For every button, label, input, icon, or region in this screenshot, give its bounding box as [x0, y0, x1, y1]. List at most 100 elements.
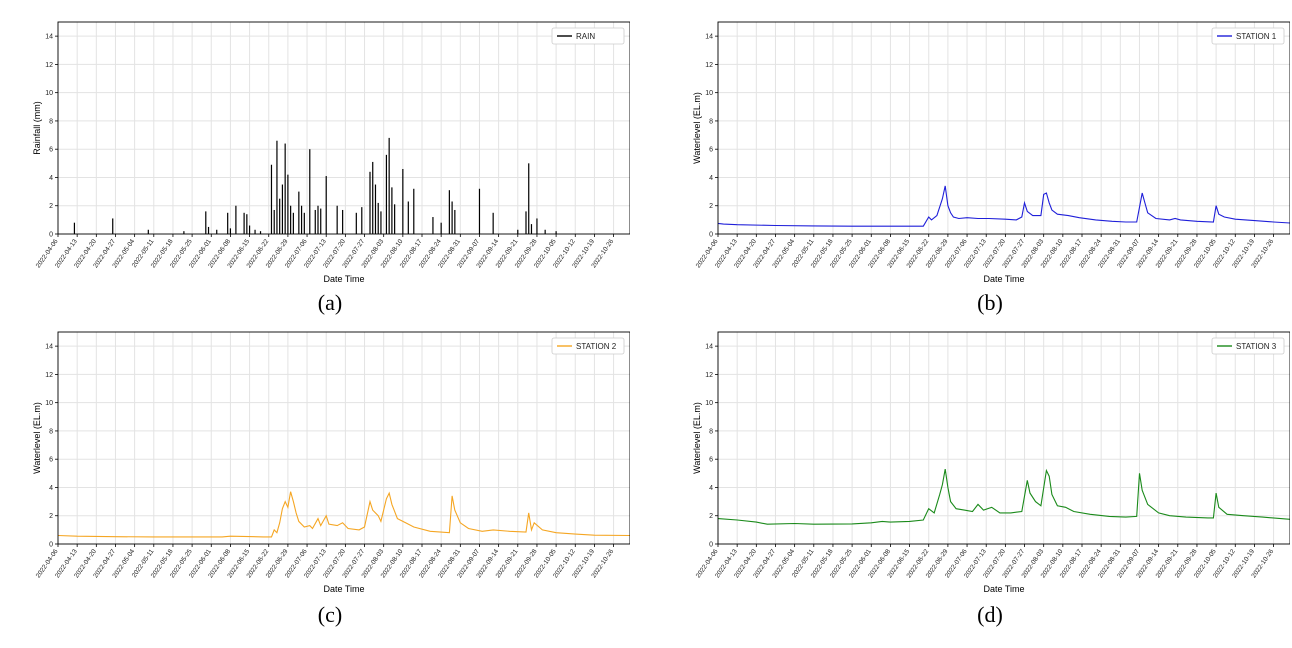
- legend-box: [551, 337, 625, 355]
- legend-box: [551, 27, 625, 45]
- y-tick-label: 10: [45, 90, 53, 97]
- y-tick-label: 10: [705, 90, 713, 97]
- rain-bar: [432, 217, 434, 234]
- legend-label: STATION 1: [1236, 32, 1277, 41]
- rainfall-chart: 024681012142022-04-062022-04-132022-04-2…: [32, 21, 630, 284]
- rain-bar: [292, 212, 294, 234]
- rain-bar: [402, 168, 404, 234]
- rain-bar: [454, 209, 456, 234]
- rain-bar: [309, 149, 311, 234]
- caption-a: (a): [317, 290, 343, 315]
- y-tick-label: 12: [705, 372, 713, 379]
- station-2-chart: 024681012142022-04-062022-04-132022-04-2…: [32, 331, 630, 594]
- caption-c: (c): [317, 602, 343, 627]
- y-tick-label: 6: [709, 147, 713, 154]
- rain-bar: [451, 201, 453, 234]
- plot-frame: [717, 331, 1290, 545]
- chart-panel-d: 0 2 4 6 8 10 12 14 2022-04-06 2022-04-13 2022-04-2…: [690, 322, 1290, 642]
- rain-bar: [372, 161, 374, 234]
- rain-bar: [227, 212, 229, 234]
- y-tick-label: 8: [709, 428, 713, 435]
- rain-bar: [355, 212, 357, 234]
- rain-bar: [298, 191, 300, 234]
- rain-bar: [385, 154, 388, 234]
- rain-bar: [229, 228, 232, 234]
- rain-bar: [235, 205, 237, 234]
- rain-bar: [394, 204, 396, 234]
- y-tick-label: 0: [709, 542, 713, 549]
- rain-bar: [207, 226, 210, 234]
- y-tick-label: 14: [45, 34, 53, 41]
- rain-bar: [216, 229, 218, 234]
- rain-bar: [279, 198, 281, 234]
- x-axis-label: Date Time: [983, 584, 1024, 594]
- y-tick-label: 2: [49, 203, 53, 210]
- rain-bar: [281, 184, 284, 234]
- y-tick-label: 2: [49, 513, 53, 520]
- legend-box: [1211, 27, 1285, 45]
- plot-frame: [717, 21, 1290, 235]
- rain-bar: [517, 229, 519, 234]
- rain-bar: [284, 143, 286, 234]
- y-tick-label: 0: [49, 542, 53, 549]
- rain-bar: [112, 218, 114, 234]
- y-axis-label: Waterlevel (EL.m): [692, 402, 702, 474]
- rain-bar: [407, 201, 409, 234]
- rain-bar: [492, 212, 494, 234]
- x-axis-label: Date Time: [323, 584, 364, 594]
- rain-bar: [361, 207, 363, 234]
- y-tick-label: 4: [709, 485, 713, 492]
- y-tick-label: 6: [49, 457, 53, 464]
- rain-bar: [555, 231, 557, 234]
- rain-bar: [303, 212, 305, 234]
- rain-bar: [369, 171, 371, 234]
- chart-panel-a: 0 2 4 6 8 10 12 14 2022-04-06 2022-04-13 2022-04-2…: [30, 12, 630, 332]
- y-tick-label: 12: [705, 62, 713, 69]
- rain-bar: [243, 212, 245, 234]
- y-axis-label: Rainfall (mm): [32, 101, 42, 155]
- rain-bar: [478, 188, 481, 234]
- series-line: [717, 468, 1290, 525]
- rain-bar: [248, 225, 251, 234]
- y-tick-label: 12: [45, 62, 53, 69]
- rain-bar: [544, 229, 546, 234]
- legend-label: STATION 2: [576, 342, 617, 351]
- y-tick-label: 4: [709, 175, 713, 182]
- rain-bar: [246, 214, 248, 234]
- y-tick-label: 10: [45, 400, 53, 407]
- rain-bar: [530, 224, 533, 234]
- rain-bar: [342, 209, 344, 234]
- rain-bar: [377, 202, 379, 234]
- rain-bar: [317, 205, 319, 234]
- y-tick-label: 8: [709, 118, 713, 125]
- station-3-chart: 024681012142022-04-062022-04-132022-04-2…: [692, 331, 1290, 594]
- series-line: [717, 185, 1290, 227]
- y-tick-label: 4: [49, 485, 53, 492]
- y-tick-label: 6: [709, 457, 713, 464]
- rain-bar: [525, 211, 527, 234]
- rain-bar: [374, 184, 377, 234]
- rain-bar: [448, 190, 450, 234]
- plot-frame: [57, 331, 630, 545]
- y-tick-label: 2: [709, 513, 713, 520]
- y-tick-label: 2: [709, 203, 713, 210]
- rain-bar: [205, 211, 207, 234]
- legend-label: STATION 3: [1236, 342, 1277, 351]
- rain-bar: [536, 218, 538, 234]
- legend-box: [1211, 337, 1285, 355]
- rain-bar: [314, 209, 316, 234]
- x-axis-label: Date Time: [983, 274, 1024, 284]
- rain-bar: [147, 229, 149, 234]
- rain-bar: [413, 188, 415, 234]
- rain-bar: [300, 205, 303, 234]
- series-line: [57, 491, 630, 538]
- rain-bar: [388, 137, 390, 234]
- rain-bar: [391, 187, 393, 234]
- rain-bar: [336, 205, 338, 234]
- y-axis-label: Waterlevel (EL.m): [32, 402, 42, 474]
- y-axis-label: Waterlevel (EL.m): [692, 92, 702, 164]
- y-tick-label: 8: [49, 118, 53, 125]
- y-tick-label: 0: [49, 232, 53, 239]
- legend-label: RAIN: [576, 32, 595, 41]
- plot-frame: [57, 21, 630, 235]
